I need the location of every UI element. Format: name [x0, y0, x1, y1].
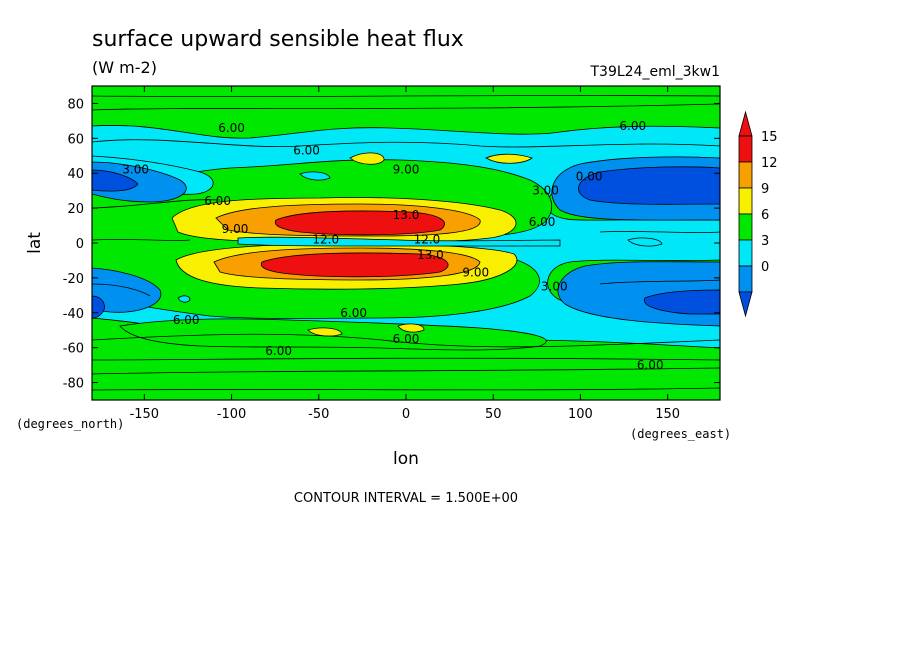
- band-red-south: [260, 252, 449, 278]
- x-tick-label: -100: [217, 407, 247, 422]
- y-axis-label: lat: [25, 232, 45, 254]
- colorbar-swatch: [738, 239, 753, 267]
- colorbar-label: 12: [761, 156, 778, 171]
- contour-labels: 6.00 6.00 6.00 9.00 3.00 0.00 3.00 6.00 13.0 9.00…: [122, 119, 663, 372]
- contour-label: 9.00: [393, 163, 420, 177]
- contour-label: 9.00: [462, 266, 489, 280]
- contour-label: 6.00: [218, 121, 245, 135]
- contour-label: 3.00: [122, 163, 149, 177]
- colorbar-label: 6: [761, 208, 769, 223]
- contour-label: 12.0: [312, 233, 339, 247]
- y-tick-label: -20: [63, 272, 84, 287]
- band-deepblue-nw: [92, 169, 139, 192]
- x-axis-label: lon: [393, 449, 419, 469]
- x-tick-label: -150: [130, 407, 160, 422]
- blob-cyan-3: [177, 295, 191, 303]
- colorbar-label: 15: [761, 130, 778, 145]
- blob-yellow-4: [397, 323, 425, 333]
- colorbar-swatch: [738, 213, 753, 241]
- y-tick-label: -80: [63, 377, 84, 392]
- x-tick-label: 150: [655, 407, 680, 422]
- band-blue-sw: [92, 267, 162, 313]
- x-tick-label: 50: [485, 407, 502, 422]
- x-axis: -150 -100 -50 0 50 100 150: [130, 86, 680, 422]
- contour-label: 12.0: [414, 233, 441, 247]
- contour-interval-note: CONTOUR INTERVAL = 1.500E+00: [294, 491, 518, 506]
- contour-label: 3.00: [541, 280, 568, 294]
- y-tick-label: -40: [63, 307, 84, 322]
- contour-label: 6.00: [265, 344, 292, 358]
- y-axis: 80 60 40 20 0 -20 -40 -60 -80: [63, 97, 720, 392]
- colorbar-label: 9: [761, 182, 769, 197]
- x-tick-label: 0: [402, 407, 410, 422]
- contour-label: 13.0: [417, 248, 444, 262]
- x-tick-label: -50: [308, 407, 329, 422]
- contour-label: 6.00: [529, 215, 556, 229]
- contour-lines: [92, 95, 720, 391]
- y-tick-label: -60: [63, 342, 84, 357]
- chart-title: surface upward sensible heat flux: [92, 27, 464, 52]
- blob-cyan-2: [627, 237, 663, 247]
- blob-yellow-1: [349, 152, 385, 165]
- colorbar-label: 0: [761, 260, 769, 275]
- blob-yellow-3: [307, 327, 343, 337]
- band-deepblue-ne: [578, 166, 720, 205]
- contour-label: 6.00: [619, 119, 646, 133]
- run-label: T39L24_eml_3kw1: [590, 64, 721, 80]
- blob-yellow-2: [485, 153, 533, 164]
- band-cyan-equator: [237, 236, 561, 247]
- colorbar-swatch: [738, 187, 753, 215]
- contour-label: 9.00: [222, 222, 249, 236]
- contour-label: 13.0: [393, 208, 420, 222]
- contour-field: [92, 86, 720, 400]
- band-blue-nw: [92, 161, 187, 203]
- y-unit-label: (degrees_north): [16, 417, 124, 431]
- x-unit-label: (degrees_east): [630, 427, 731, 441]
- y-tick-label: 20: [67, 202, 84, 217]
- colorbar: 15 12 9 6 3 0: [738, 110, 778, 318]
- band-green-south-pole: [92, 357, 720, 400]
- contour-label: 0.00: [576, 170, 603, 184]
- x-tick-label: 100: [568, 407, 593, 422]
- band-deepblue-se: [643, 289, 720, 315]
- y-tick-label: 60: [67, 132, 84, 147]
- colorbar-lower-arrow: [738, 291, 753, 318]
- contour-label: 3.00: [532, 184, 559, 198]
- y-tick-label: 40: [67, 167, 84, 182]
- y-tick-label: 0: [76, 237, 84, 252]
- y-tick-label: 80: [67, 97, 84, 112]
- colorbar-label: 3: [761, 234, 769, 249]
- band-red-north: [274, 210, 445, 236]
- units-label: (W m-2): [92, 58, 157, 77]
- contour-label: 6.00: [393, 332, 420, 346]
- colorbar-swatch: [738, 135, 753, 163]
- colorbar-upper-arrow: [738, 110, 753, 137]
- contour-label: 6.00: [204, 194, 231, 208]
- blob-cyan-1: [299, 171, 331, 181]
- contour-label: 6.00: [340, 306, 367, 320]
- colorbar-swatch: [738, 161, 753, 189]
- contour-label: 6.00: [173, 313, 200, 327]
- contour-label: 6.00: [637, 358, 664, 372]
- colorbar-swatch: [738, 265, 753, 293]
- contour-label: 6.00: [293, 144, 320, 158]
